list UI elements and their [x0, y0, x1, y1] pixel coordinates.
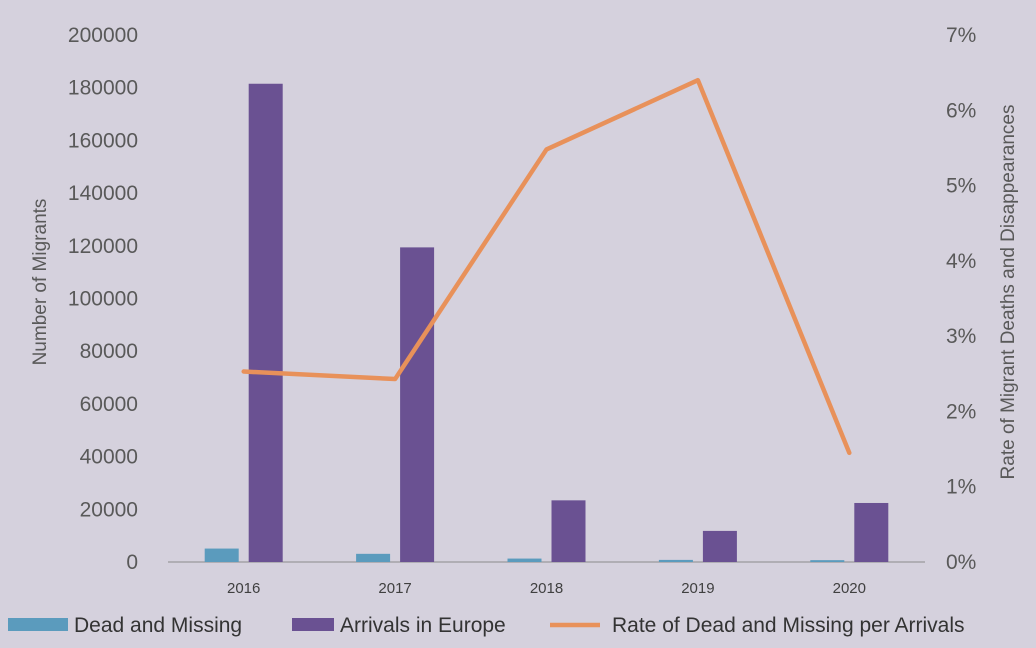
right-axis-title: Rate of Migrant Deaths and Disappearance…: [998, 105, 1019, 480]
right-tick-label: 0%: [946, 551, 976, 574]
left-tick-label: 160000: [68, 129, 138, 152]
bar-dead-and-missing-2016: [204, 548, 239, 562]
bar-arrivals-in-europe-2020: [854, 502, 889, 562]
line-series-group: [241, 77, 852, 456]
bar-arrivals-in-europe-2018: [551, 500, 586, 562]
legend-label: Dead and Missing: [74, 614, 242, 637]
left-tick-label: 60000: [80, 393, 138, 416]
bar-dead-and-missing-2020: [810, 560, 845, 562]
bar-dead-and-missing-2017: [356, 553, 391, 562]
right-tick-label: 4%: [946, 250, 976, 273]
left-tick-label: 80000: [80, 340, 138, 363]
bar-arrivals-in-europe-2016: [248, 83, 283, 562]
left-tick-label: 120000: [68, 235, 138, 258]
legend: Dead and Missing Arrivals in Europe Rate o…: [8, 614, 965, 637]
left-tick-label: 100000: [68, 288, 138, 311]
line-rate-of-dead-and-missing-per-arrivals: [241, 77, 852, 456]
right-tick-label: 3%: [946, 325, 976, 348]
bar-series-group: [204, 83, 889, 563]
left-axis-title: Number of Migrants: [30, 199, 51, 366]
left-tick-label: 0: [126, 551, 138, 574]
right-tick-label: 2%: [946, 400, 976, 423]
right-tick-label: 7%: [946, 24, 976, 47]
bar-arrivals-in-europe-2017: [400, 247, 435, 563]
x-tick-label: 2020: [833, 580, 866, 597]
x-axis-ticks: 2016 2017 2018 2019 2020: [227, 580, 866, 597]
x-tick-label: 2019: [681, 580, 714, 597]
bar-dead-and-missing-2018: [507, 558, 542, 562]
right-tick-label: 6%: [946, 99, 976, 122]
left-tick-label: 40000: [80, 446, 138, 469]
x-tick-label: 2017: [378, 580, 411, 597]
bar-arrivals-in-europe-2019: [702, 530, 737, 562]
left-tick-label: 200000: [68, 24, 138, 47]
legend-swatch: [8, 618, 68, 631]
legend-label: Rate of Dead and Missing per Arrivals: [612, 614, 965, 637]
left-tick-label: 180000: [68, 77, 138, 100]
legend-swatch: [292, 618, 334, 631]
x-tick-label: 2018: [530, 580, 563, 597]
right-tick-label: 5%: [946, 175, 976, 198]
left-tick-label: 140000: [68, 182, 138, 205]
right-axis-ticks: 0% 1% 2% 3% 4% 5% 6% 7%: [946, 24, 976, 574]
left-tick-label: 20000: [80, 498, 138, 521]
left-axis-ticks: 0 20000 40000 60000 80000 100000 120000 140000 1…: [68, 24, 138, 574]
x-tick-label: 2016: [227, 580, 260, 597]
legend-label: Arrivals in Europe: [340, 614, 506, 637]
bar-dead-and-missing-2019: [658, 559, 693, 562]
right-tick-label: 1%: [946, 476, 976, 499]
